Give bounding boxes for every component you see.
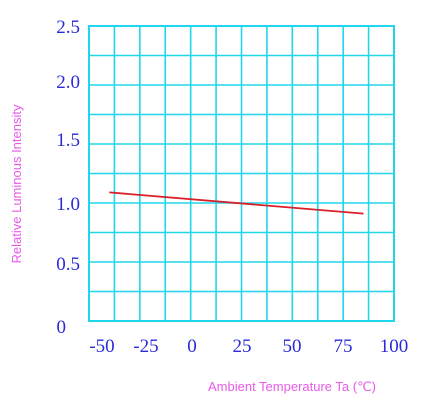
x-tick-labels: -50 -25 0 25 50 75 100 [89,336,408,357]
y-tick-label: 2.5 [56,17,80,38]
y-tick-label: 1.0 [56,194,80,215]
x-tick-label: 50 [283,336,302,357]
series-line [109,191,364,215]
series-layer [109,191,364,215]
x-tick-label: 0 [187,336,197,357]
x-tick-label: -50 [89,336,114,357]
x-tick-label: 100 [380,336,409,357]
y-axis-title: Relative Luminous Intensity [9,104,24,263]
y-tick-labels: 2.5 2.0 1.5 1.0 0.5 0 [56,17,80,338]
y-tick-label: 2.0 [56,72,80,93]
plot-frame [88,25,395,322]
y-tick-label: 1.5 [56,130,80,151]
x-tick-label: -25 [133,336,158,357]
chart-grid [88,25,395,322]
y-tick-label: 0.5 [56,254,80,275]
x-axis-title: Ambient Temperature Ta (℃) [208,379,376,394]
x-tick-label: 25 [233,336,252,357]
y-tick-label: 0 [57,317,67,338]
x-tick-label: 75 [334,336,353,357]
